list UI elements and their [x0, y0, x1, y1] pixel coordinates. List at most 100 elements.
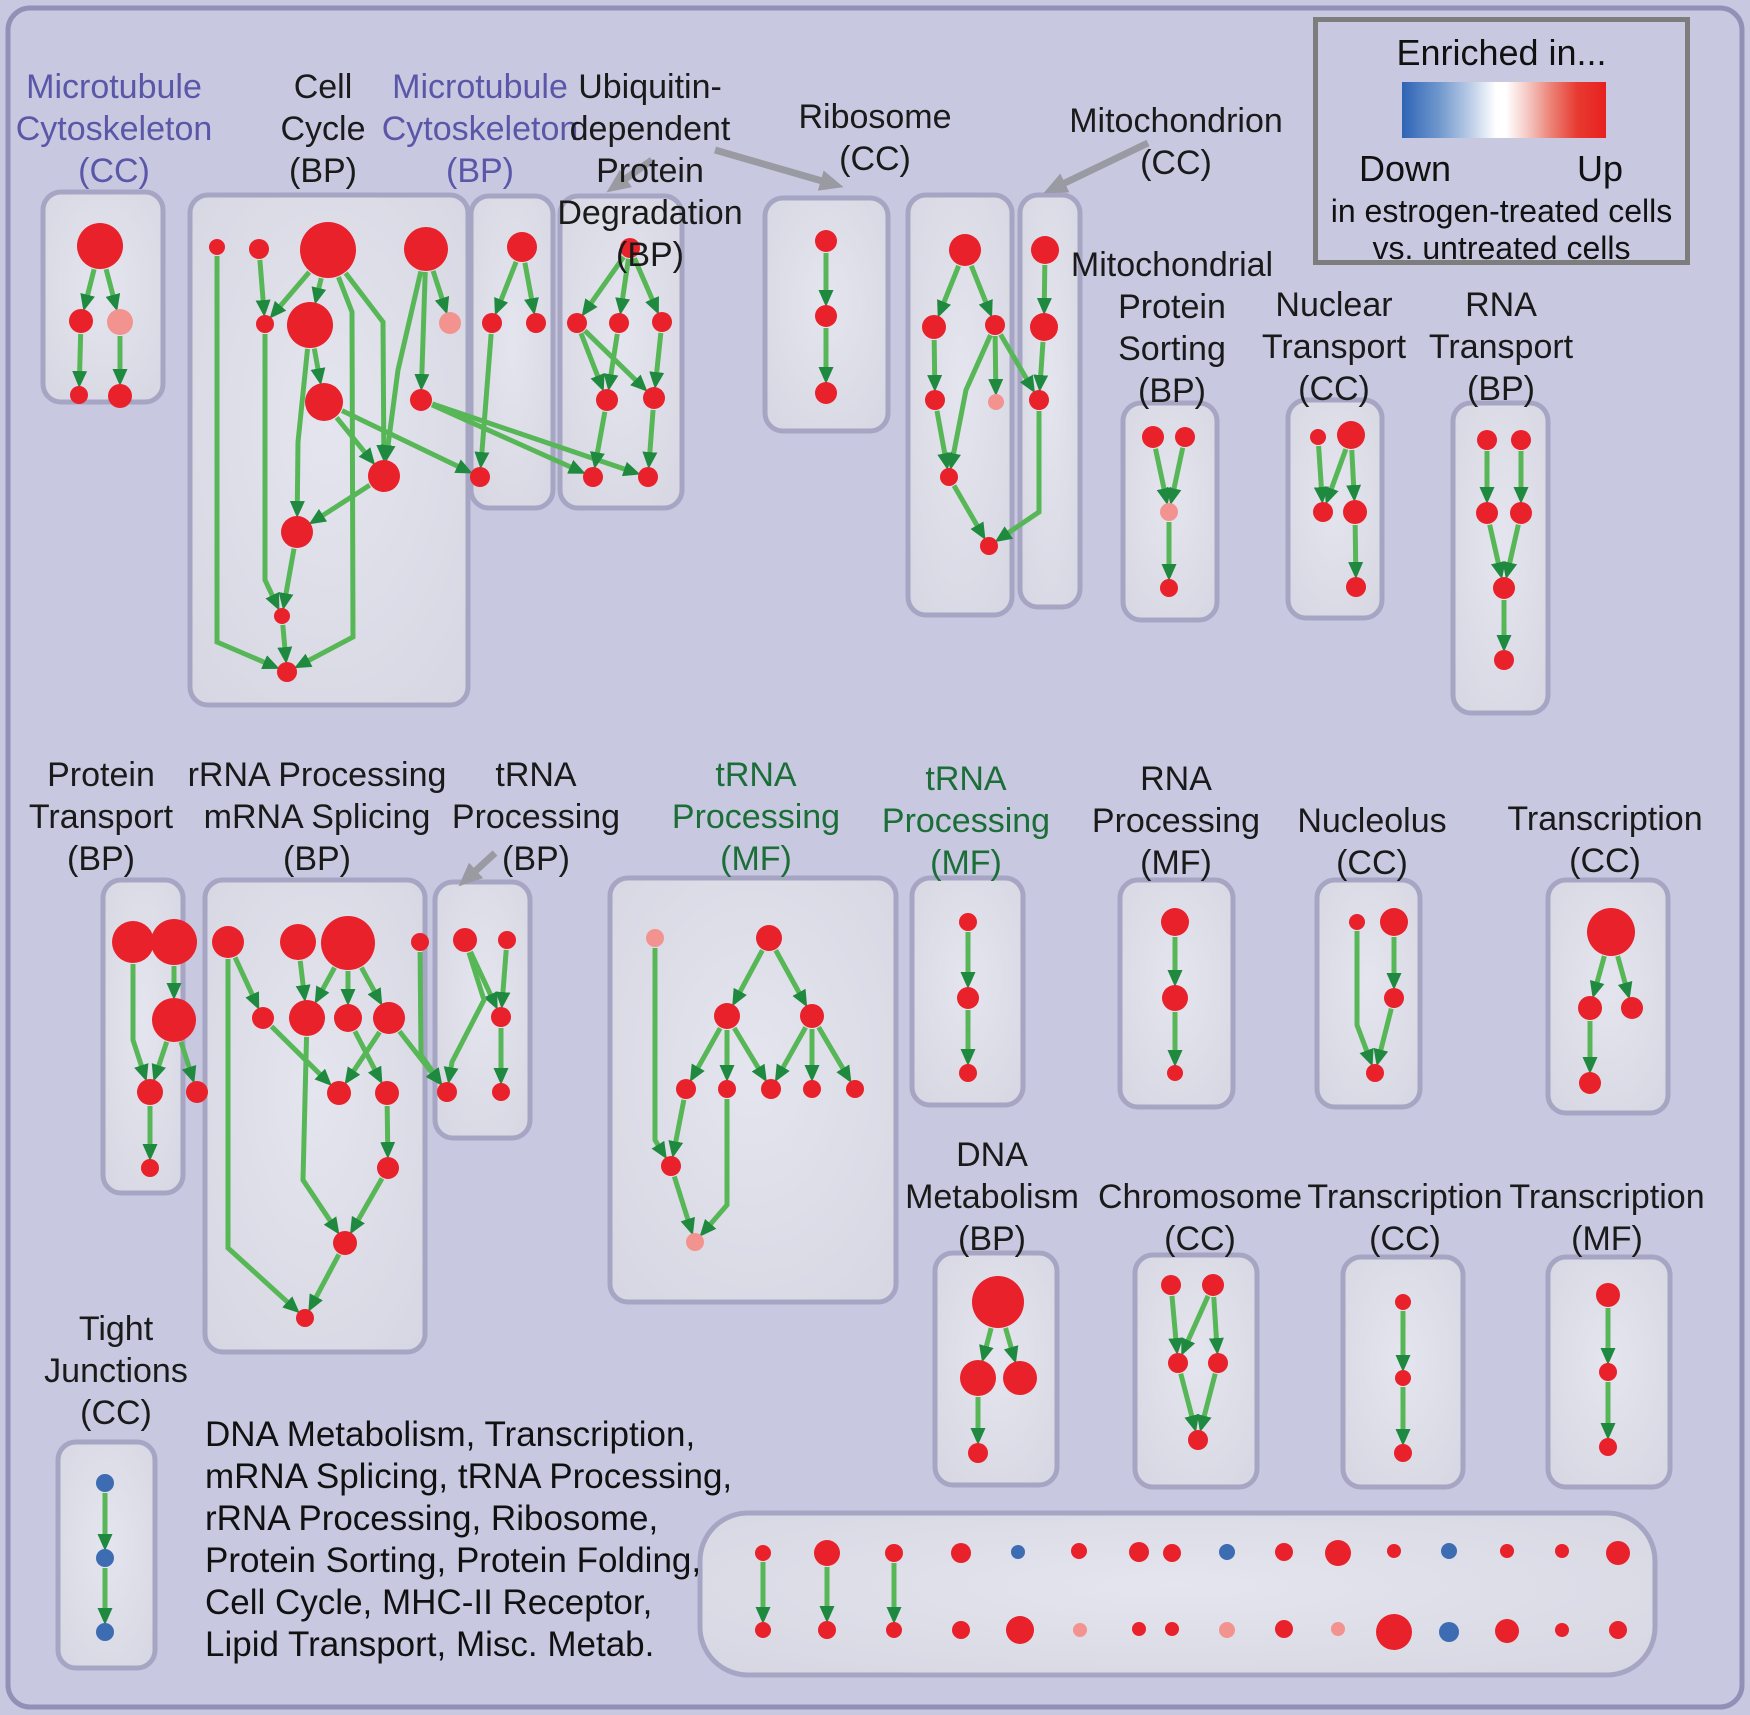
go-edge-arrow	[130, 964, 149, 1082]
go-edge-arrow	[352, 1030, 383, 1085]
go-term-node	[755, 1622, 771, 1638]
go-term-node	[1621, 997, 1643, 1019]
go-term-node	[972, 1276, 1024, 1328]
go-edge-arrow	[294, 276, 356, 669]
cluster-label: rRNA Processing mRNA Splicing (BP)	[187, 756, 447, 878]
go-term-node	[1310, 429, 1326, 445]
go-term-node	[620, 238, 640, 258]
go-edge-arrow	[1589, 955, 1607, 999]
go-edge-arrow	[151, 1041, 170, 1082]
go-term-node	[846, 1080, 864, 1098]
go-term-node	[96, 1549, 114, 1567]
go-term-node	[1387, 1544, 1401, 1558]
go-term-node	[1029, 390, 1049, 410]
go-term-node	[1162, 985, 1188, 1011]
cluster-label: RNA Transport (BP)	[1428, 286, 1574, 408]
go-term-node	[1441, 1543, 1457, 1559]
cluster-label: Nuclear Transport (CC)	[1261, 286, 1407, 408]
go-term-node	[277, 662, 297, 682]
cluster-label: Ribosome (CC)	[798, 98, 952, 178]
go-term-node	[1500, 1544, 1514, 1558]
go-term-node	[368, 460, 400, 492]
go-term-node	[886, 1622, 902, 1638]
go-term-node	[1376, 1614, 1412, 1650]
go-edge-arrow	[474, 333, 494, 470]
cluster-box	[1314, 877, 1423, 1110]
legend-box: Enriched in... Down Up in estrogen-treat…	[1313, 17, 1690, 266]
misc-clusters-note: DNA Metabolism, Transcription, mRNA Spli…	[205, 1415, 733, 1664]
go-edge-arrow	[968, 264, 993, 318]
cluster-label: Transcription (MF)	[1509, 1178, 1705, 1258]
go-term-node	[1346, 577, 1366, 597]
cluster-box	[1017, 192, 1083, 610]
go-term-node	[1599, 1438, 1617, 1456]
go-term-node	[439, 312, 461, 334]
go-term-node	[108, 384, 132, 408]
go-term-node	[949, 234, 981, 266]
go-edge-arrow	[732, 1026, 767, 1083]
go-term-node	[1476, 502, 1498, 524]
go-term-node	[1511, 430, 1531, 450]
go-term-node	[583, 467, 603, 487]
label-pointer-arrow	[606, 157, 655, 193]
go-edge-arrow	[178, 1041, 197, 1084]
go-term-node	[1175, 427, 1195, 447]
cluster-box	[697, 1510, 1658, 1678]
go-term-node	[814, 1540, 840, 1566]
cluster-box	[1450, 400, 1551, 716]
go-term-node	[1555, 1623, 1569, 1637]
go-term-node	[567, 313, 587, 333]
go-edge-arrow	[615, 258, 631, 316]
go-edge-arrow	[1003, 1327, 1019, 1364]
go-term-node	[686, 1233, 704, 1251]
cluster-label: Tight Junctions (CC)	[44, 1310, 188, 1432]
go-edge-arrow	[774, 1026, 808, 1083]
go-term-node	[411, 933, 429, 951]
go-edge-arrow	[295, 960, 311, 1003]
go-edge-arrow	[1197, 1373, 1218, 1433]
go-term-node	[1165, 1622, 1179, 1636]
go-edge-arrow	[359, 966, 383, 1006]
go-term-node	[70, 386, 88, 404]
go-edge-arrow	[1373, 1008, 1394, 1067]
go-term-node	[212, 926, 244, 958]
go-edge-arrow	[308, 1253, 342, 1312]
go-term-node	[507, 232, 537, 262]
go-term-node	[959, 913, 977, 931]
go-term-node	[300, 222, 356, 278]
go-term-node	[249, 239, 269, 259]
go-edge-arrow	[1033, 341, 1049, 393]
go-term-node	[638, 467, 658, 487]
go-term-node	[107, 309, 133, 335]
go-term-node	[815, 305, 837, 327]
go-edge-arrow	[583, 328, 648, 392]
go-term-node	[1325, 1540, 1351, 1566]
go-edge-arrow	[72, 333, 88, 389]
go-term-node	[281, 516, 313, 548]
go-edge-arrow	[430, 270, 450, 315]
go-edge-arrow	[495, 949, 511, 1010]
go-term-node	[1163, 1544, 1181, 1562]
go-edge-arrow	[578, 332, 605, 392]
cluster-label: Mitochondrial Protein Sorting (BP)	[1070, 246, 1274, 410]
cluster-label: Microtubule Cytoskeleton (CC)	[15, 68, 213, 190]
go-term-node	[1493, 577, 1515, 599]
go-term-node	[815, 230, 837, 252]
go-edge-arrow	[1313, 445, 1329, 505]
go-edge-arrow	[430, 402, 586, 474]
cluster-label: tRNA Processing (MF)	[671, 756, 841, 878]
go-term-node	[968, 1443, 988, 1463]
go-term-node	[289, 1000, 325, 1036]
go-term-node	[112, 921, 154, 963]
cluster-label: DNA Metabolism (BP)	[905, 1136, 1079, 1258]
go-term-node	[151, 919, 197, 965]
go-term-node	[1003, 1361, 1037, 1395]
go-term-node	[69, 309, 93, 333]
go-edge-arrow	[590, 411, 608, 470]
cluster-box	[40, 189, 166, 405]
go-term-node	[1161, 908, 1189, 936]
go-term-node	[186, 1081, 208, 1103]
go-edge-arrow	[80, 268, 97, 312]
cluster-box	[932, 1250, 1060, 1488]
